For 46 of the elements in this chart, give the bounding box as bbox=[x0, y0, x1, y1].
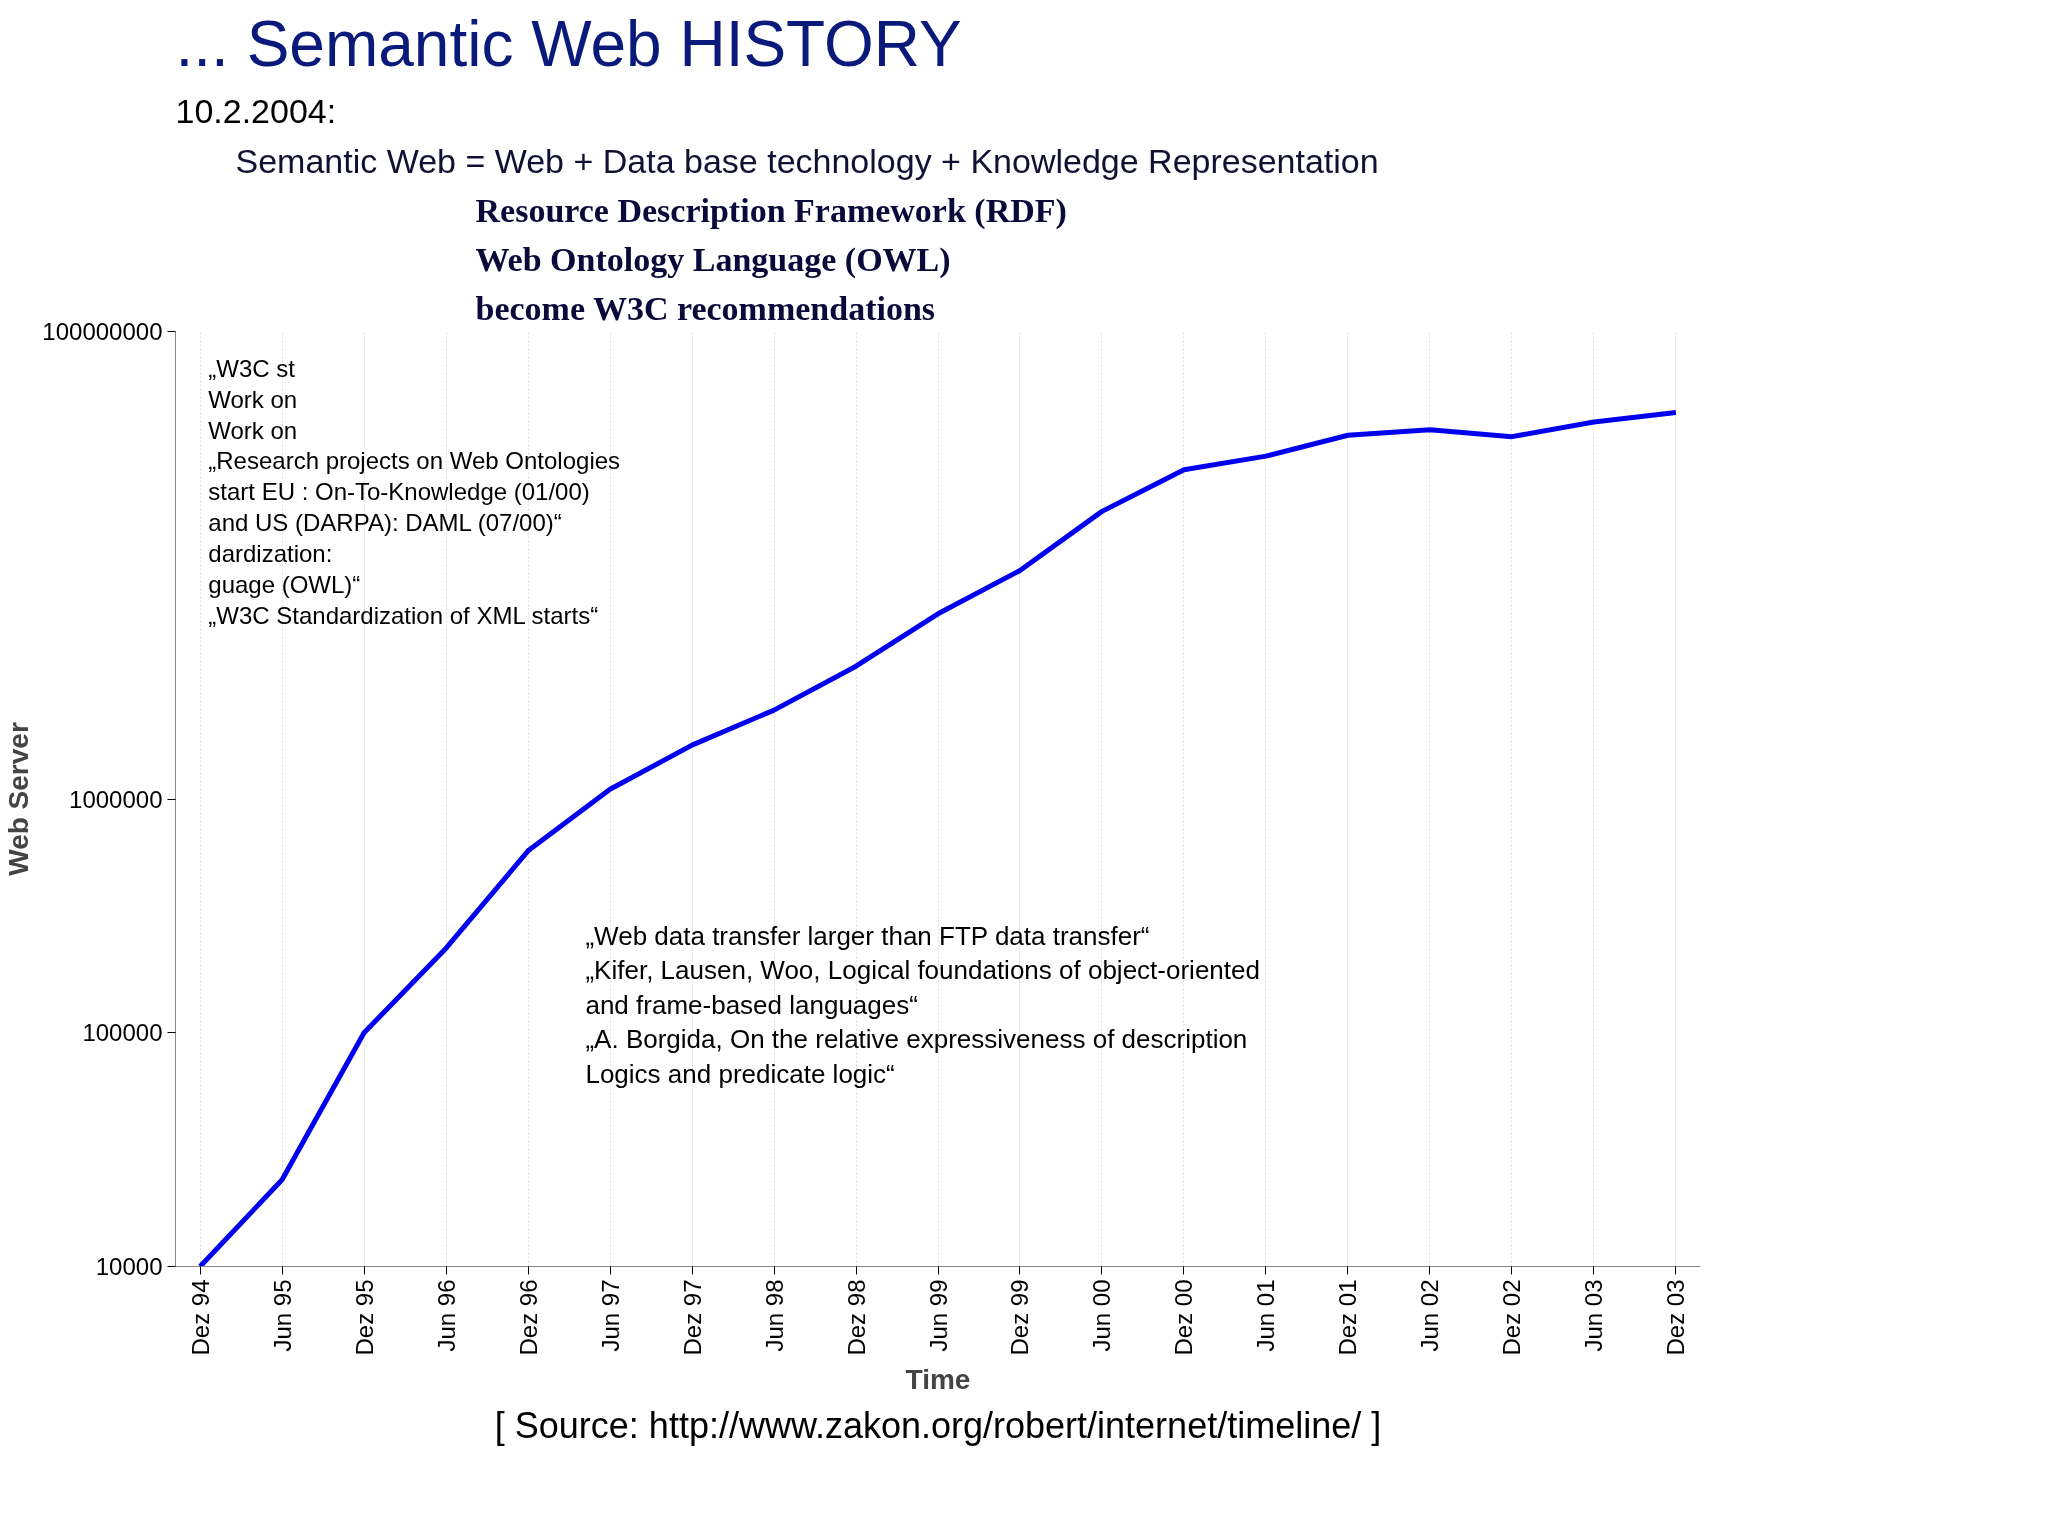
annotation: „Kifer, Lausen, Woo, Logical foundations of object-oriented bbox=[585, 955, 1260, 986]
x-tick-label: Dez 98 bbox=[842, 1279, 870, 1356]
annotation: dardization: bbox=[208, 540, 333, 568]
text: 10.2.2004: bbox=[175, 91, 337, 130]
y-tick-label: 100000 bbox=[82, 1019, 163, 1047]
x-tick-label: Dez 94 bbox=[186, 1279, 214, 1356]
annotation: Logics and predicate logic“ bbox=[585, 1058, 895, 1089]
x-tick-label: Dez 03 bbox=[1662, 1279, 1690, 1356]
annotation: Work on bbox=[208, 385, 298, 413]
text: Resource Description Framework (RDF) bbox=[475, 191, 1067, 230]
x-tick-label: Jun 95 bbox=[268, 1279, 296, 1352]
annotation: „Web data transfer larger than FTP data transfer“ bbox=[585, 920, 1150, 951]
x-tick-label: Dez 02 bbox=[1498, 1279, 1526, 1356]
annotation: start EU : On-To-Knowledge (01/00) bbox=[208, 478, 590, 506]
text: [ Source: http://www.zakon.org/robert/internet/timeline/ ] bbox=[494, 1404, 1382, 1446]
annotation: „Research projects on Web Ontologies bbox=[208, 447, 621, 475]
x-tick-label: Dez 96 bbox=[514, 1279, 542, 1356]
annotation: and US (DARPA): DAML (07/00)“ bbox=[208, 509, 562, 537]
x-tick-label: Dez 00 bbox=[1170, 1279, 1198, 1356]
chart-subtitle: Semantic Web = Web + Data base technology + Knowledge Representation bbox=[235, 141, 1379, 180]
y-tick-label: 10000 bbox=[95, 1253, 163, 1280]
x-tick-label: Jun 03 bbox=[1580, 1279, 1608, 1352]
x-tick-label: Jun 98 bbox=[760, 1279, 788, 1352]
y-axis-title: Web Server bbox=[3, 722, 35, 876]
x-tick-label: Dez 99 bbox=[1006, 1279, 1034, 1356]
x-tick-label: Jun 99 bbox=[924, 1279, 952, 1352]
x-tick-label: Dez 01 bbox=[1334, 1279, 1362, 1356]
x-tick-label: Jun 01 bbox=[1252, 1279, 1280, 1352]
x-tick-label: Jun 96 bbox=[432, 1279, 460, 1352]
chart-title: ... Semantic Web HISTORY bbox=[175, 7, 962, 80]
x-tick-label: Jun 00 bbox=[1088, 1279, 1116, 1352]
y-tick-label: 1000000 bbox=[69, 785, 163, 813]
x-tick-label: Jun 97 bbox=[596, 1279, 624, 1352]
annotation: guage (OWL)“ bbox=[208, 570, 361, 598]
annotation: „A. Borgida, On the relative expressiveness of description bbox=[585, 1024, 1248, 1055]
x-tick-label: Dez 97 bbox=[678, 1279, 706, 1356]
text: become W3C recommendations bbox=[475, 289, 936, 327]
x-axis-title: Time bbox=[905, 1363, 971, 1395]
annotation: „W3C st bbox=[208, 354, 296, 382]
annotation: „W3C Standardization of XML starts“ bbox=[208, 601, 599, 629]
x-tick-label: Jun 02 bbox=[1416, 1279, 1444, 1352]
text: Web Ontology Language (OWL) bbox=[475, 240, 951, 279]
x-tick-label: Dez 95 bbox=[350, 1279, 378, 1356]
annotation: and frame-based languages“ bbox=[585, 989, 918, 1020]
y-tick-label: 100000000 bbox=[42, 318, 163, 345]
annotation: Work on bbox=[208, 416, 298, 444]
